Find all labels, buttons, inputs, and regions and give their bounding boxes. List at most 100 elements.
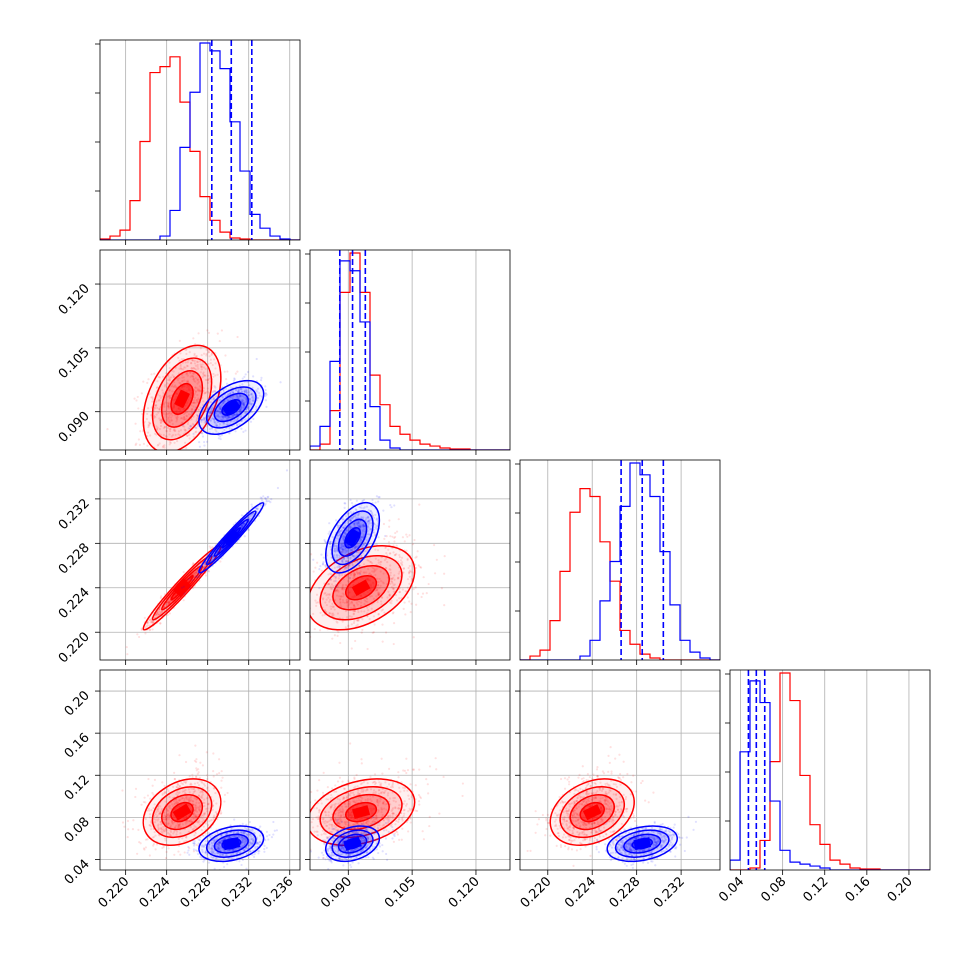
red-contour — [549, 778, 635, 847]
red-contour — [170, 575, 194, 601]
x-tick-label: 0.20 — [885, 874, 916, 905]
red-peak — [172, 803, 192, 821]
red-contour — [579, 801, 605, 823]
red-contour — [319, 786, 403, 839]
panel-0-0 — [125, 40, 291, 240]
x-tick-label: 0.220 — [96, 874, 133, 911]
panel-1-0 — [100, 250, 300, 450]
y-tick-label: 0.04 — [62, 857, 93, 888]
red-contour — [151, 357, 213, 441]
y-tick-label: 0.232 — [56, 496, 93, 533]
blue-contour — [614, 829, 670, 858]
blue-contour — [198, 502, 265, 574]
panel-frame — [729, 669, 931, 871]
x-tick-label: 0.232 — [219, 874, 256, 911]
red-contour — [559, 786, 625, 839]
blue-peak — [222, 528, 241, 548]
x-tick-label: 0.08 — [758, 874, 789, 905]
red-contour — [344, 575, 378, 601]
blue-contour — [331, 510, 374, 566]
x-tick-label: 0.12 — [800, 874, 831, 905]
blue-contour — [324, 825, 381, 863]
blue-peak — [344, 528, 361, 548]
red-contour — [310, 778, 416, 847]
panel-frame — [99, 669, 301, 871]
blue-contour — [606, 825, 678, 863]
y-tick-label: 0.08 — [62, 815, 93, 846]
red-peak — [351, 579, 371, 597]
blue-histogram-0 — [100, 42, 300, 240]
blue-contour — [221, 399, 242, 416]
blue-contour — [337, 833, 368, 854]
blue-contour — [198, 825, 265, 863]
panel-frame — [309, 459, 511, 661]
x-tick-label: 0.16 — [843, 874, 874, 905]
panel-frame — [519, 459, 721, 661]
red-contour — [332, 565, 390, 611]
x-tick-label: 0.224 — [137, 874, 174, 911]
red-peak — [172, 578, 192, 598]
red-contour — [151, 786, 213, 839]
y-tick-label: 0.16 — [62, 730, 93, 761]
red-contour — [142, 778, 222, 847]
red-peak — [582, 804, 602, 821]
blue-contour — [337, 518, 368, 557]
blue-contour — [205, 510, 257, 566]
red-contour — [170, 801, 194, 823]
blue-contour — [221, 837, 242, 850]
red-contour — [142, 344, 222, 450]
panel-frame — [309, 249, 511, 451]
panel-frame — [309, 669, 511, 871]
blue-histogram-1 — [310, 260, 510, 450]
x-tick-label: 0.105 — [382, 874, 419, 911]
blue-contour — [631, 837, 653, 850]
panel-frame — [99, 39, 301, 241]
blue-contour — [205, 829, 257, 858]
red-contour — [344, 801, 378, 823]
red-contour — [569, 793, 615, 831]
blue-contour — [344, 527, 361, 549]
red-contour — [332, 793, 390, 831]
blue-contour — [324, 502, 381, 574]
blue-peak — [221, 398, 241, 417]
panel-frame — [519, 669, 721, 871]
y-tick-label: 0.12 — [62, 772, 93, 803]
blue-histogram-3 — [730, 680, 930, 870]
y-tick-label: 0.228 — [56, 541, 93, 578]
y-tick-label: 0.090 — [56, 409, 93, 446]
blue-contour — [198, 379, 265, 436]
red-contour — [160, 793, 204, 831]
blue-contour — [623, 833, 662, 854]
y-tick-label: 0.220 — [56, 629, 93, 666]
x-tick-label: 0.228 — [607, 874, 644, 911]
panel-1-1 — [347, 250, 477, 450]
red-histogram-2 — [520, 488, 720, 660]
panel-frame — [99, 459, 301, 661]
x-tick-label: 0.090 — [318, 874, 355, 911]
x-tick-label: 0.232 — [651, 874, 688, 911]
x-tick-label: 0.220 — [518, 874, 555, 911]
blue-histogram-2 — [520, 462, 720, 660]
panel-2-2 — [547, 460, 682, 660]
blue-contour — [213, 518, 249, 557]
blue-contour — [221, 527, 242, 549]
red-peak — [352, 805, 371, 820]
blue-contour — [213, 392, 249, 423]
red-peak — [174, 389, 190, 409]
y-tick-label: 0.120 — [56, 281, 93, 318]
y-tick-label: 0.224 — [56, 585, 93, 622]
blue-contour — [213, 833, 249, 854]
x-tick-label: 0.236 — [260, 874, 297, 911]
red-contour — [170, 382, 194, 416]
x-tick-label: 0.228 — [178, 874, 215, 911]
x-tick-label: 0.04 — [716, 874, 747, 905]
x-tick-label: 0.120 — [446, 874, 483, 911]
blue-contour — [344, 837, 361, 850]
x-tick-label: 0.224 — [562, 874, 599, 911]
panel-frame — [99, 249, 301, 451]
y-tick-label: 0.20 — [62, 688, 93, 719]
blue-contour — [331, 829, 374, 858]
y-tick-label: 0.105 — [56, 345, 93, 382]
red-contour — [160, 370, 204, 428]
